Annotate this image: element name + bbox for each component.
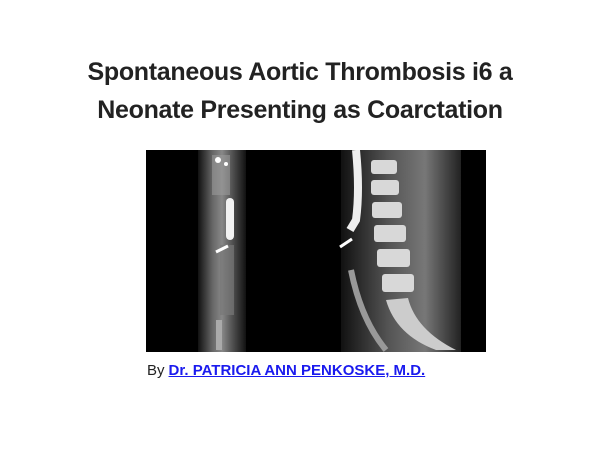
byline-prefix: By: [147, 362, 165, 379]
author-link[interactable]: Dr. PATRICIA ANN PENKOSKE, M.D.: [168, 362, 426, 379]
title-line: Neonate Presenting as Coarctation: [97, 96, 503, 124]
title-line: Spontaneous Aortic Thrombosis i6 a: [87, 58, 513, 86]
byline: By Dr. PATRICIA ANN PENKOSKE, M.D.: [147, 362, 425, 379]
ct-image: [146, 150, 486, 352]
